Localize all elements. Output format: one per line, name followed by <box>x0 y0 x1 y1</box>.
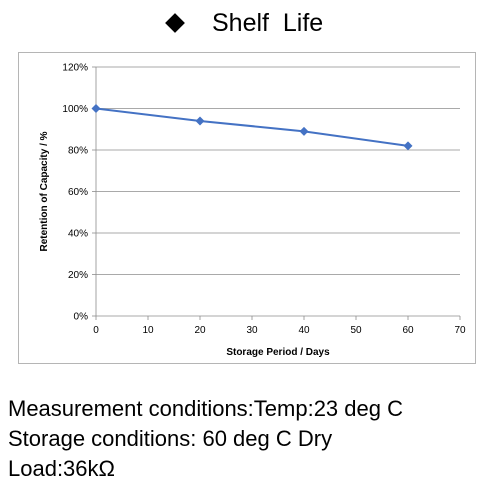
data-point-marker <box>195 116 205 126</box>
chart-title-row: Shelf Life <box>0 6 500 42</box>
storage-conditions: Storage conditions: 60 deg C Dry <box>8 426 333 451</box>
y-tick-label: 100% <box>62 104 88 115</box>
x-tick-label: 0 <box>93 325 99 336</box>
x-tick-label: 60 <box>402 325 414 336</box>
x-tick-label: 50 <box>350 325 362 336</box>
y-tick-label: 40% <box>68 229 88 240</box>
data-point-marker <box>299 126 309 136</box>
y-tick-label: 60% <box>68 187 88 198</box>
x-axis-title: Storage Period / Days <box>226 347 330 358</box>
diamond-bullet-icon <box>165 13 185 33</box>
data-point-marker <box>403 141 413 151</box>
y-tick-label: 120% <box>62 63 88 74</box>
x-tick-label: 70 <box>454 325 466 336</box>
y-axis-title: Retention of Capacity / % <box>39 131 50 251</box>
data-point-marker <box>91 104 101 113</box>
x-tick-label: 10 <box>142 325 154 336</box>
y-tick-label: 20% <box>68 270 88 281</box>
chart-title: Shelf Life <box>212 9 324 37</box>
conditions-notes: Measurement conditions:Temp:23 deg C Sto… <box>8 394 498 484</box>
x-tick-label: 30 <box>246 325 258 336</box>
x-tick-label: 20 <box>194 325 206 336</box>
measurement-conditions: Measurement conditions:Temp:23 deg C <box>8 396 403 421</box>
shelf-life-chart: 0% 20% 40% 60% 80% 100% 120% 0 10 20 30 40 50 60 70 Sto… <box>39 63 466 359</box>
load-condition: Load:36kΩ <box>8 456 115 481</box>
chart-frame: 0% 20% 40% 60% 80% 100% 120% 0 10 20 30 40 50 60 70 Sto… <box>18 52 476 364</box>
y-tick-label: 80% <box>68 146 88 157</box>
series-line <box>95 107 409 147</box>
y-tick-label: 0% <box>74 312 89 323</box>
x-tick-label: 40 <box>298 325 310 336</box>
